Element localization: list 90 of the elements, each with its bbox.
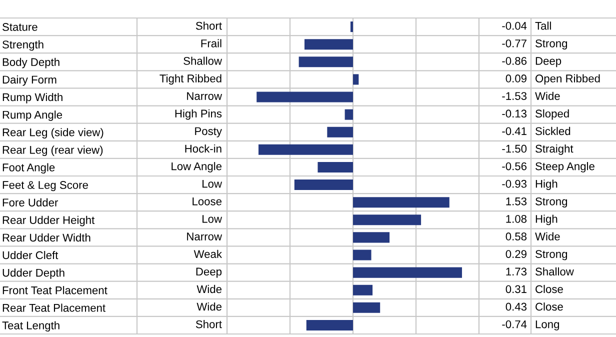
bar [318,162,353,172]
bar [294,180,353,190]
data-label: 0.43 [506,302,527,311]
y-tick-label: Rear Leg (rear view) [2,146,103,156]
bar [298,56,353,68]
text: Sickled [536,126,570,136]
bar [256,92,353,102]
bar [327,126,353,138]
data-label: -0.93 [502,180,527,188]
bar [353,197,450,208]
y-tick-label: Rear Udder Height [2,216,95,226]
bar [353,284,373,296]
y-tick-label: Udder Cleft [2,250,58,260]
text: Posty [195,127,222,138]
y-tick-label: Rump Angle [2,110,62,121]
y-tick-label: Rump Width [2,92,62,104]
data-label: 1.53 [506,197,527,206]
data-label: 1.73 [506,268,527,276]
bar [353,232,390,243]
y-tick-label: Feet & Leg Score [2,181,88,192]
text: Loose [192,198,222,206]
data-label: -0.77 [502,39,526,48]
y-tick-label: Fore Udder [2,198,58,206]
data-label: -0.86 [502,57,527,65]
data-label: -1.53 [502,92,527,100]
y-tick-label: Rear Teat Placement [2,304,106,312]
text: Close [536,302,563,311]
bar [353,214,422,226]
bar [350,22,353,32]
text: Short [196,22,222,30]
bar [344,109,353,120]
data-label: -0.56 [502,162,527,170]
text: Wide [196,284,222,294]
text: Tight Ribbed [160,74,222,85]
text: High Pins [175,109,222,120]
text: Weak [194,250,222,258]
text: Straight [536,144,574,155]
text: Deep [536,57,562,68]
text: Wide [535,232,560,240]
y-tick-label: Front Teat Placement [2,286,108,294]
data-label: 0.31 [506,285,526,294]
data-label: -0.41 [502,127,526,136]
text: Low [202,215,222,223]
text: Wide [535,92,560,100]
y-tick-label: Rear Leg (side view) [2,128,104,138]
text: Tall [535,22,551,30]
text: Narrow [187,232,222,240]
data-label: -0.13 [502,110,527,118]
data-label: 0.58 [506,232,527,240]
bar [353,302,380,313]
text: Wide [196,302,222,311]
y-tick-label: Rear Udder Width [2,233,90,242]
y-tick-label: Stature [2,23,38,31]
y-tick-label: Foot Angle [2,163,55,174]
text: Deep [196,268,222,278]
text: Open Ribbed [536,74,600,85]
y-tick-label: Body Depth [2,58,60,68]
bar [353,267,462,278]
text: Low [202,180,222,188]
y-tick-label: Teat Length [2,321,60,332]
text: Narrow [187,92,222,100]
text: Strong [536,39,568,50]
text: Long [536,320,559,330]
text: Close [536,284,563,294]
bar [306,320,353,330]
text: Sloped [536,109,569,120]
y-tick-label: Strength [2,40,44,51]
data-label: -0.74 [502,320,527,328]
data-label: -1.50 [502,144,527,153]
text: High [536,214,558,226]
bar [353,250,372,260]
data-label: 0.09 [506,74,526,82]
data-label: 1.08 [506,215,527,223]
text: Frail [201,39,222,48]
text: High [536,180,558,190]
text: Short [196,320,222,328]
data-label: -0.04 [502,22,527,30]
text: Hock-in [185,144,222,153]
text: Strong [536,197,568,208]
y-tick-label: Udder Depth [2,268,64,279]
text: Shallow [184,56,222,65]
text: Strong [536,250,568,260]
bar [304,39,353,50]
text: Shallow [536,267,574,276]
bar [258,144,353,155]
y-tick-label: Dairy Form [2,75,56,86]
bar [353,74,359,85]
text: Steep Angle [536,162,594,172]
text: Low Angle [172,162,222,172]
data-label: 0.29 [506,250,526,258]
